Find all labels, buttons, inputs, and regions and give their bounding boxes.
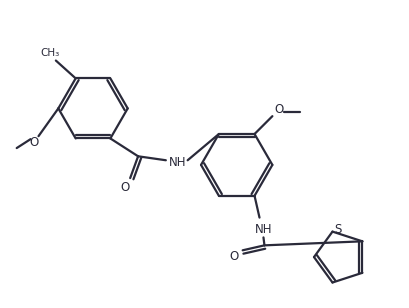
- Text: NH: NH: [169, 156, 187, 169]
- Text: O: O: [121, 180, 130, 193]
- Text: NH: NH: [255, 223, 272, 236]
- Text: O: O: [29, 136, 38, 148]
- Text: O: O: [275, 103, 284, 116]
- Text: O: O: [229, 250, 238, 263]
- Text: S: S: [334, 223, 341, 236]
- Text: CH₃: CH₃: [40, 48, 60, 58]
